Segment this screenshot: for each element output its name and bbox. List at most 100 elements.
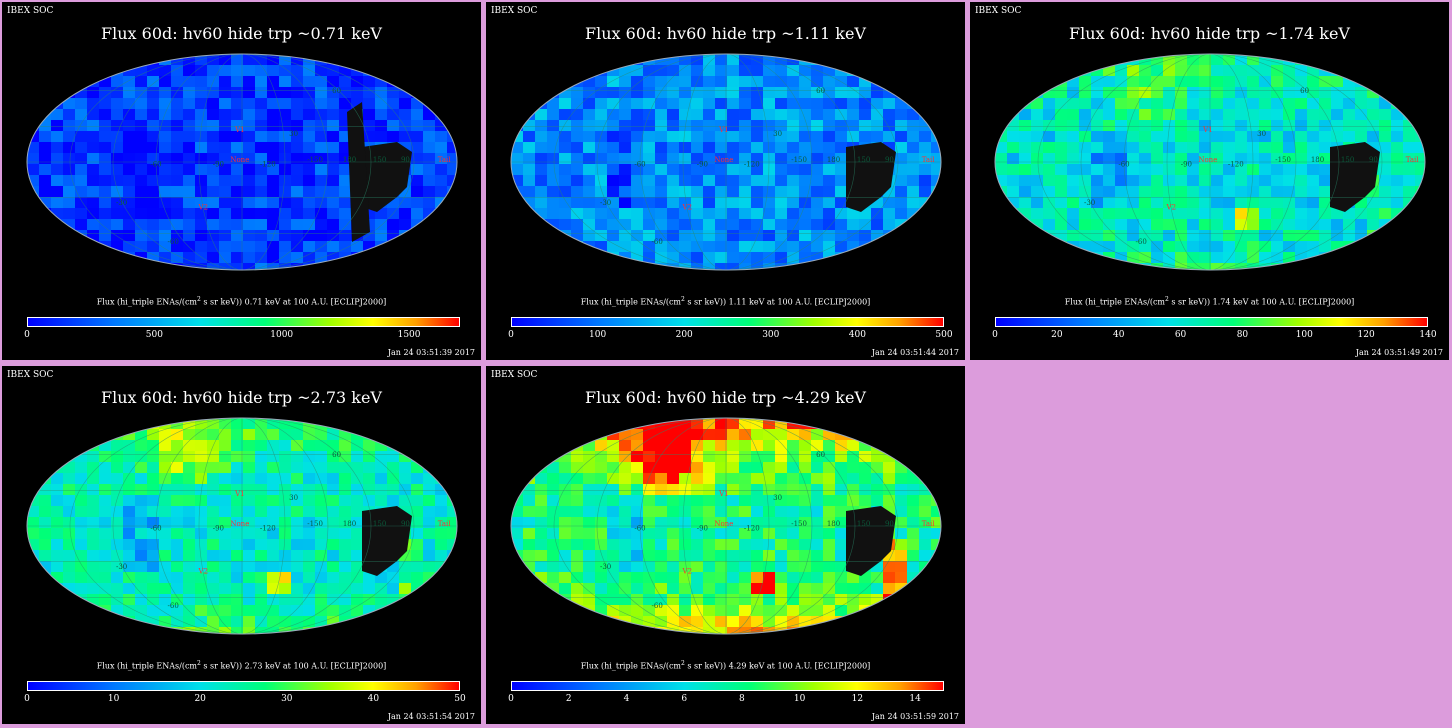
map-cell [411,241,424,253]
map-cell [135,495,148,507]
map-cell [39,142,52,154]
map-cell [703,65,716,77]
map-cell [1055,241,1068,253]
map-cell [1403,76,1416,88]
map-cell [547,54,560,66]
map-cell [691,263,704,270]
map-cell [39,627,52,634]
map-cell [147,539,160,551]
map-cell [39,87,52,99]
map-cell [811,175,824,187]
map-cell [27,616,40,628]
map-cell [339,54,352,66]
map-cell [243,87,256,99]
map-cell [727,208,740,220]
map-cell [231,495,244,507]
map-cell [267,120,280,132]
map-cell [351,98,364,110]
map-cell [703,175,716,187]
map-cell [99,550,112,562]
map-cell [27,539,40,551]
map-cell [87,429,100,441]
map-cell [387,451,400,463]
map-cell [291,197,304,209]
map-cell [1367,197,1380,209]
map-cell [135,87,148,99]
map-cell [643,241,656,253]
map-cell [679,186,692,198]
map-cell [327,164,340,176]
map-cell [99,429,112,441]
map-cell [607,230,620,242]
map-cell [1079,241,1092,253]
map-cell [243,572,256,584]
caption-text: Flux (hi_triple ENAs/(cm [1064,297,1166,307]
map-cell [931,583,941,595]
map-cell [231,153,244,165]
map-cell [1103,186,1116,198]
map-cell [219,175,232,187]
map-cell [547,528,560,540]
map-cell [895,153,908,165]
map-cell [303,142,316,154]
caption-sup: 2 [197,296,201,303]
map-cell [847,241,860,253]
map-cell [931,175,941,187]
map-cell [207,197,220,209]
map-cell [1007,54,1020,66]
map-cell [291,230,304,242]
map-cell [775,627,788,634]
map-cell [631,517,644,529]
map-cell [739,583,752,595]
map-cell [1355,87,1368,99]
map-cell [159,142,172,154]
map-cell [279,528,292,540]
map-cell [523,605,536,617]
map-cell [51,429,64,441]
map-cell [1031,164,1044,176]
map-label: 150 [373,520,386,528]
map-cell [1283,65,1296,77]
map-cell [679,197,692,209]
map-cell [559,550,572,562]
map-cell [87,561,100,573]
map-cell [583,583,596,595]
map-cell [1307,263,1320,270]
map-cell [691,572,704,584]
map-cell [1223,230,1236,242]
map-cell [1091,208,1104,220]
map-cell [447,506,457,518]
map-cell [1091,98,1104,110]
map-cell [135,517,148,529]
map-cell [811,120,824,132]
map-cell [619,495,632,507]
map-cell [147,627,160,634]
map-cell [1271,230,1284,242]
map-cell [607,484,620,496]
map-cell [255,98,268,110]
map-cell [691,142,704,154]
map-cell [775,594,788,606]
map-cell [123,462,136,474]
map-cell [447,572,457,584]
map-cell [1175,54,1188,66]
map-cell [291,263,304,270]
map-cell [1103,142,1116,154]
map-cell [775,583,788,595]
map-cell [39,98,52,110]
map-cell [667,616,680,628]
map-cell [363,462,376,474]
map-cell [835,164,848,176]
map-cell [243,528,256,540]
map-cell [511,462,524,474]
map-cell [679,109,692,121]
map-cell [763,76,776,88]
map-cell [751,561,764,573]
map-cell [1067,208,1080,220]
map-cell [643,87,656,99]
map-cell [1055,208,1068,220]
map-cell [123,186,136,198]
map-cell [1175,109,1188,121]
map-cell [123,429,136,441]
map-cell [291,131,304,143]
